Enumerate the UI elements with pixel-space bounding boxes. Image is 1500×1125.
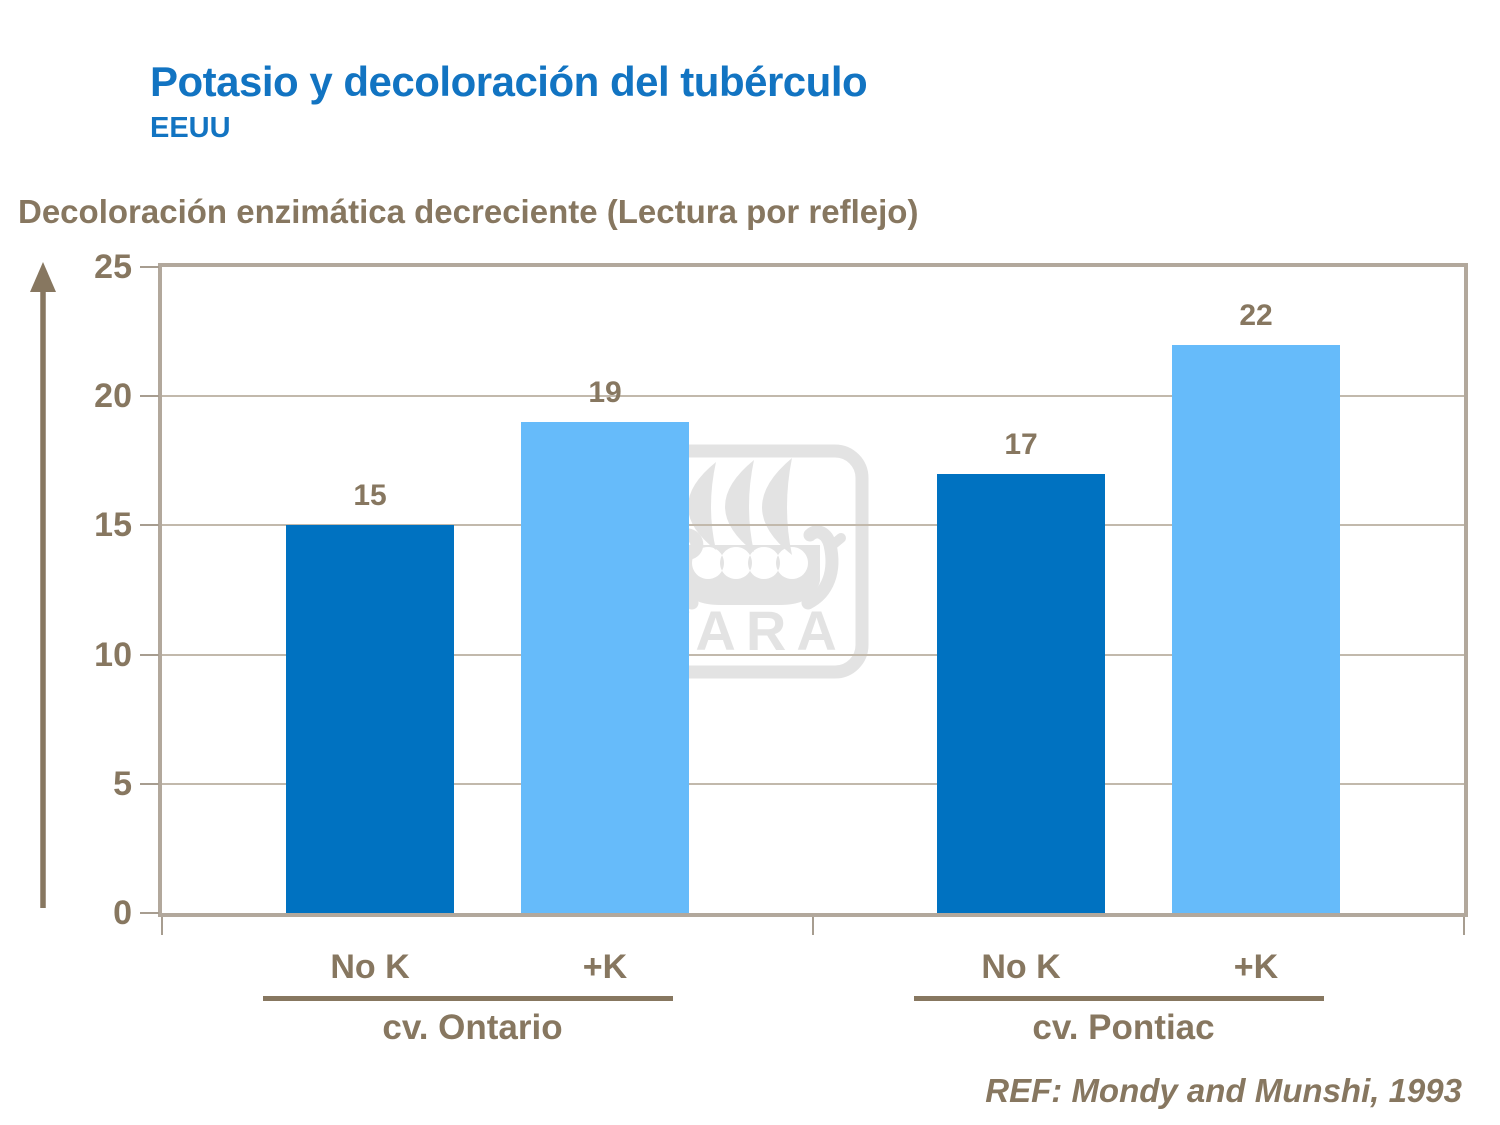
category-underline xyxy=(262,996,673,1001)
x-tick-mark xyxy=(161,917,163,935)
y-tick-mark xyxy=(140,782,159,785)
series-label: +K xyxy=(1233,948,1279,986)
y-tick-label: 20 xyxy=(94,377,132,416)
y-tick-label: 15 xyxy=(94,506,132,545)
bar xyxy=(286,525,454,913)
bar xyxy=(521,422,689,913)
y-tick-mark xyxy=(140,524,159,527)
y-tick-mark xyxy=(140,266,159,268)
series-label: +K xyxy=(582,948,628,986)
y-axis-arrow-icon xyxy=(30,262,56,908)
gridline xyxy=(162,782,1464,785)
bar xyxy=(1172,344,1340,913)
gridline xyxy=(162,395,1464,398)
bar xyxy=(937,473,1105,913)
page-subtitle: EEUU xyxy=(150,112,231,144)
series-label: No K xyxy=(330,948,410,986)
y-tick-label: 10 xyxy=(94,635,132,674)
reference-citation: REF: Mondy and Munshi, 1993 xyxy=(985,1072,1462,1109)
gridline xyxy=(162,653,1464,656)
page-title: Potasio y decoloración del tubérculo xyxy=(150,58,868,105)
y-tick-label: 0 xyxy=(113,894,132,932)
y-axis-title: Decoloración enzimática decreciente (Lec… xyxy=(18,193,919,230)
category-underline xyxy=(913,996,1324,1001)
bar-value-label: 22 xyxy=(1239,298,1273,332)
y-tick-label: 25 xyxy=(94,248,132,286)
y-tick-label: 5 xyxy=(113,764,132,803)
gridline xyxy=(162,524,1464,527)
y-tick-mark xyxy=(140,653,159,656)
x-tick-mark xyxy=(1463,917,1465,935)
bar-value-label: 17 xyxy=(1004,427,1038,461)
category-label: cv. Ontario xyxy=(382,1008,563,1047)
series-label: No K xyxy=(981,948,1061,986)
category-label: cv. Pontiac xyxy=(1032,1008,1215,1047)
plot-area: YARA 15 19 17 22 xyxy=(158,263,1468,917)
y-tick-mark xyxy=(140,395,159,398)
y-tick-mark xyxy=(140,912,159,914)
x-tick-mark xyxy=(812,917,814,935)
bar-value-label: 15 xyxy=(353,479,387,513)
viking-ship-icon xyxy=(664,458,846,610)
bar-value-label: 19 xyxy=(588,376,622,410)
